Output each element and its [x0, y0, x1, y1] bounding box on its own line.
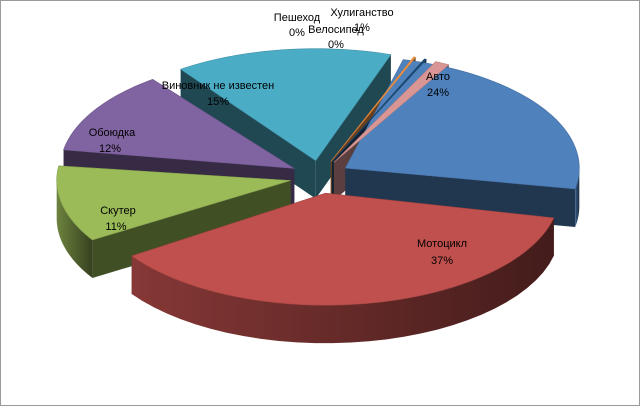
slice-мотоцикл [131, 192, 555, 306]
slice-name-khuliganstvo: Хулиганство [330, 7, 393, 19]
slice-скутер [56, 165, 291, 241]
slice-name-peshekhod: Пешеход [274, 12, 321, 24]
slice-name-skuter: Скутер [100, 205, 136, 217]
slice-wall-0-1 [345, 168, 576, 227]
slice-outer-wall-1 [131, 217, 554, 344]
slice-виновник-не-известен [179, 48, 392, 162]
slice-value-khuliganstvo: 1% [354, 22, 370, 34]
slice-авто [344, 59, 580, 190]
slice-outer-wall-0 [575, 168, 580, 227]
slice-name-mototsikl: Мотоцикл [417, 238, 467, 250]
slice-велосипед [331, 58, 427, 163]
slice-name-oboyudka: Обоюдка [89, 127, 136, 139]
slice-name-velosiped: Велосипед [308, 24, 364, 36]
slice-labels: Авто 24% Мотоцикл 37% Скутер 11% Обоюдка… [89, 7, 467, 267]
slice-хулиганство [333, 61, 450, 163]
pie-tops [56, 48, 580, 306]
slice-value-oboyudka: 12% [99, 143, 121, 155]
slice-value-mototsikl: 37% [431, 255, 453, 267]
slice-value-vinovnik: 15% [207, 96, 229, 108]
slice-name-avto: Авто [426, 71, 450, 83]
slice-value-skuter: 11% [105, 221, 126, 233]
slice-обоюдка [63, 78, 295, 169]
slice-value-velosiped: 0% [328, 39, 344, 51]
slice-outer-wall-2 [56, 180, 93, 278]
slice-value-peshekhod: 0% [289, 27, 305, 39]
slice-пешеход [330, 56, 417, 162]
slice-value-avto: 24% [427, 87, 449, 99]
slice-name-vinovnik: Виновник не известен [162, 80, 275, 92]
